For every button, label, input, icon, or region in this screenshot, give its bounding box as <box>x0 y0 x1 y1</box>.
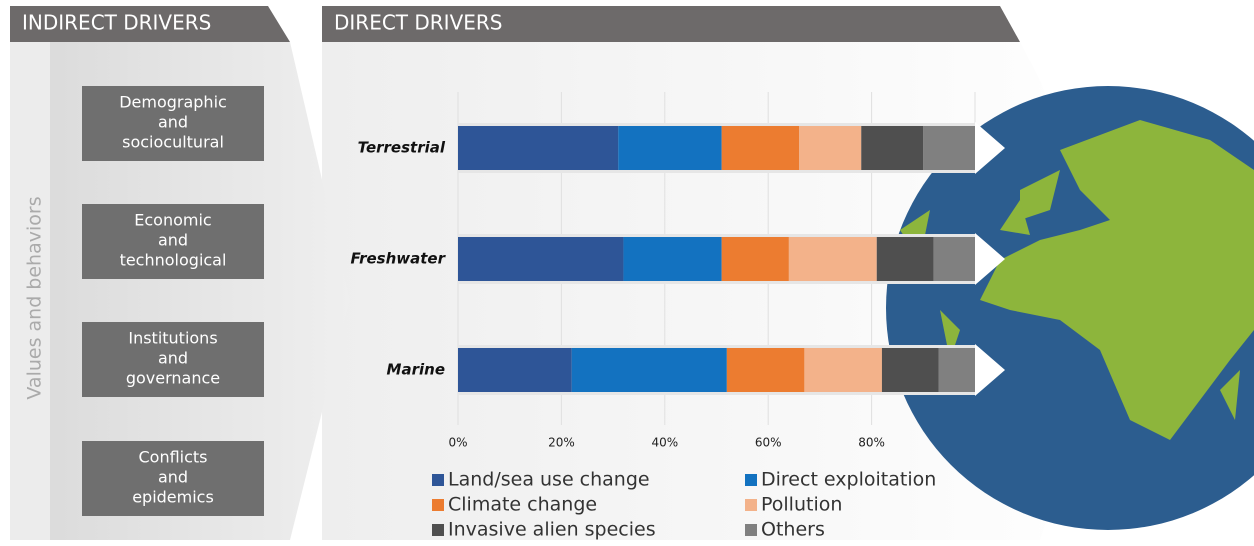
driver-box-text: Economic <box>134 211 211 230</box>
x-tick-label: 80% <box>858 436 885 450</box>
bar-segment <box>721 126 800 170</box>
legend-label: Climate change <box>448 494 597 516</box>
x-tick-label: 60% <box>755 436 782 450</box>
bar-segment <box>861 126 924 170</box>
legend-swatch <box>745 499 757 511</box>
indirect-header-bar <box>10 6 290 42</box>
driver-box-text: governance <box>126 369 220 388</box>
bar-segment <box>799 126 862 170</box>
x-tick-label: 0% <box>448 436 467 450</box>
driver-box-text: epidemics <box>132 488 214 507</box>
bar-segment <box>923 126 975 170</box>
globe <box>886 86 1254 530</box>
driver-box-text: and <box>158 349 188 368</box>
bar-segment <box>788 237 877 281</box>
legend-label: Land/sea use change <box>448 469 650 491</box>
driver-box-text: and <box>158 468 188 487</box>
indirect-header: INDIRECT DRIVERS <box>22 11 211 35</box>
driver-box <box>82 86 264 161</box>
category-label: Terrestrial <box>358 139 446 157</box>
direct-header-bar <box>322 6 1020 42</box>
driver-box <box>82 441 264 516</box>
legend-swatch <box>432 499 444 511</box>
bar-segment <box>721 237 789 281</box>
category-label: Marine <box>387 361 445 379</box>
driver-box-text: and <box>158 113 188 132</box>
legend-swatch <box>745 524 757 536</box>
bar-segment <box>938 348 975 392</box>
indirect-panel <box>10 42 350 540</box>
bar-segment <box>458 237 624 281</box>
continent <box>940 310 960 360</box>
bar-segment <box>804 348 882 392</box>
x-tick-label: 20% <box>548 436 575 450</box>
bar-segment <box>933 237 975 281</box>
driver-box-text: Institutions <box>128 329 217 348</box>
direct-header: DIRECT DRIVERS <box>334 11 502 35</box>
legend-label: Direct exploitation <box>761 469 936 491</box>
continent <box>1020 170 1060 220</box>
x-tick-label: 40% <box>651 436 678 450</box>
bar-segment <box>726 348 805 392</box>
bar-segment <box>876 237 934 281</box>
bar-arrow <box>975 122 1005 174</box>
bar-segment <box>618 126 722 170</box>
continent <box>1220 370 1240 420</box>
bar-arrow <box>975 344 1005 396</box>
bar-segment <box>458 348 572 392</box>
legend-label: Pollution <box>761 494 842 516</box>
continent <box>1000 200 1030 235</box>
driver-box-text: Conflicts <box>138 448 207 467</box>
bar-segment <box>623 237 722 281</box>
side-label: Values and behaviors <box>24 196 46 399</box>
driver-box-text: Demographic <box>119 93 227 112</box>
bar-arrow <box>975 233 1005 285</box>
driver-box-text: sociocultural <box>122 133 224 152</box>
legend-label: Invasive alien species <box>448 519 656 541</box>
bar-segment <box>571 348 727 392</box>
driver-box <box>82 322 264 397</box>
driver-box <box>82 204 264 279</box>
legend-swatch <box>432 524 444 536</box>
driver-box-text: and <box>158 231 188 250</box>
bar-segment <box>881 348 939 392</box>
bar-segment <box>458 126 619 170</box>
legend-label: Others <box>761 519 825 541</box>
legend-swatch <box>745 474 757 486</box>
category-label: Freshwater <box>351 250 447 268</box>
driver-box-text: technological <box>120 251 227 270</box>
continent <box>980 120 1254 440</box>
legend-swatch <box>432 474 444 486</box>
side-strip <box>10 42 50 540</box>
